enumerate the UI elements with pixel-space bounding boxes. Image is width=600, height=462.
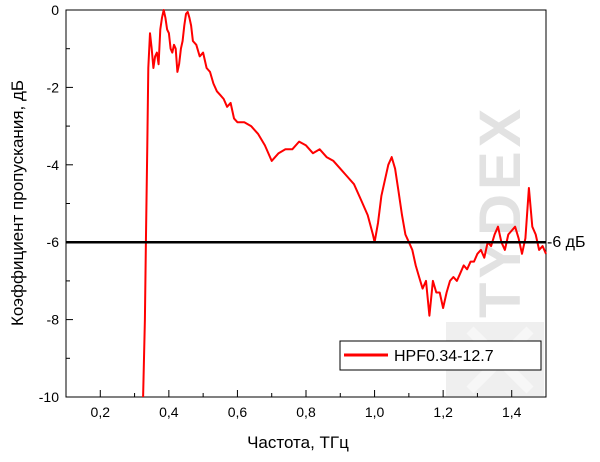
svg-text:TYDEX: TYDEX [468, 105, 533, 318]
x-tick-label: 1,0 [365, 404, 385, 420]
y-tick-label: -2 [47, 79, 60, 95]
y-tick-label: -6 [47, 234, 60, 250]
x-tick-label: 0,2 [91, 404, 111, 420]
x-tick-label: 0,4 [159, 404, 179, 420]
x-axis-title: Частота, ТГц [247, 433, 349, 452]
legend: HPF0.34-12.7 [339, 340, 542, 371]
x-tick-label: 1,2 [433, 404, 453, 420]
series-line-hpf [142, 9, 547, 398]
y-axis-title: Коэффициент пропускания, дБ [8, 80, 27, 326]
annotation-minus-6db: -6 дБ [547, 234, 586, 251]
y-tick-label: 0 [51, 2, 59, 18]
y-tick-label: -8 [47, 312, 60, 328]
legend-entry-label: HPF0.34-12.7 [394, 348, 494, 365]
x-tick-label: 1,4 [502, 404, 522, 420]
x-tick-label: 0,8 [296, 404, 316, 420]
x-axis: 0,2 0,4 0,6 0,8 1,0 1,2 1,4 [65, 390, 547, 420]
y-axis: 0 -2 -4 -6 -8 -10 [39, 2, 73, 405]
x-tick-label: 0,6 [228, 404, 248, 420]
y-tick-label: -4 [47, 157, 60, 173]
series-layer [66, 9, 547, 398]
y-tick-label: -10 [39, 389, 59, 405]
